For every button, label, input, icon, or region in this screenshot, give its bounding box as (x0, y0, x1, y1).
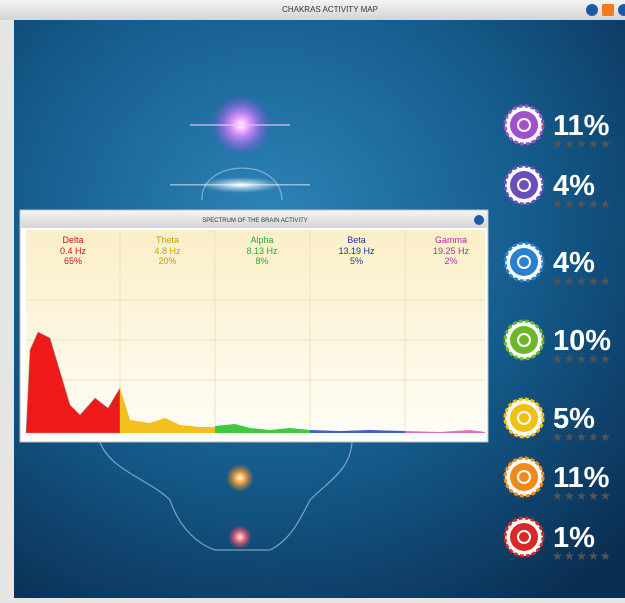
panel-title-bar (21, 211, 487, 228)
rating-star: ★ (576, 274, 587, 288)
band-percent: 2% (444, 256, 457, 266)
band-name: Beta (347, 235, 366, 245)
rating-star: ★ (588, 489, 599, 503)
beta-area (310, 430, 405, 433)
band-frequency: 4.8 Hz (154, 246, 181, 256)
rating-star: ★ (576, 549, 587, 563)
chakra-icon-center (517, 530, 531, 544)
rating-star: ★ (600, 549, 611, 563)
rating-star: ★ (564, 489, 575, 503)
band-frequency: 8.13 Hz (246, 246, 278, 256)
chakra-icon[interactable] (510, 248, 538, 276)
chakra-icon[interactable] (510, 463, 538, 491)
chakra-percent: 11% (553, 462, 610, 494)
rating-star: ★ (600, 137, 611, 151)
band-percent: 5% (350, 256, 363, 266)
glow (226, 464, 254, 492)
band-name: Alpha (250, 235, 273, 245)
chakra-icon[interactable] (510, 111, 538, 139)
rating-star: ★ (564, 274, 575, 288)
window-title: CHAKRAS ACTIVITY MAP (282, 5, 378, 14)
panel-info-button[interactable] (474, 215, 484, 225)
info-button[interactable] (618, 4, 625, 16)
band-percent: 20% (158, 256, 176, 266)
panel-title: SPECTRUM OF THE BRAIN ACTIVITY (202, 218, 308, 224)
rating-star: ★ (564, 197, 575, 211)
rating-star: ★ (552, 489, 563, 503)
rating-star: ★ (576, 197, 587, 211)
chakra-icon-center (517, 118, 531, 132)
rating-star: ★ (588, 352, 599, 366)
spectrum-panel: SPECTRUM OF THE BRAIN ACTIVITY Delta0.4 … (19, 209, 489, 443)
rating-star: ★ (600, 430, 611, 444)
export-button[interactable] (602, 4, 614, 16)
glow-flare (190, 124, 290, 126)
chakra-percent: 4% (553, 170, 595, 202)
rating-star: ★ (588, 137, 599, 151)
chakra-icon-center (517, 178, 531, 192)
rating-star: ★ (588, 274, 599, 288)
chakra-icon-center (517, 333, 531, 347)
band-percent: 65% (64, 256, 82, 266)
band-frequency: 19.25 Hz (433, 246, 470, 256)
rating-star: ★ (576, 352, 587, 366)
chakra-icon-center (517, 411, 531, 425)
chakra-icon[interactable] (510, 523, 538, 551)
rating-star: ★ (588, 430, 599, 444)
rating-star: ★ (588, 197, 599, 211)
title-bar (0, 0, 625, 20)
rating-star: ★ (576, 430, 587, 444)
plot-area (26, 230, 485, 435)
band-frequency: 0.4 Hz (60, 246, 87, 256)
rating-star: ★ (564, 352, 575, 366)
rating-star: ★ (600, 352, 611, 366)
chakra-icon-center (517, 255, 531, 269)
theta-area (120, 388, 215, 433)
chakra-percent: 5% (553, 403, 595, 435)
chakra-percent: 1% (553, 522, 595, 554)
gamma-area (405, 430, 485, 433)
rating-star: ★ (552, 274, 563, 288)
chakra-icon[interactable] (510, 404, 538, 432)
rating-star: ★ (600, 197, 611, 211)
rating-star: ★ (552, 352, 563, 366)
band-name: Gamma (435, 235, 467, 245)
rating-star: ★ (552, 197, 563, 211)
rating-star: ★ (552, 549, 563, 563)
glow-flare (170, 184, 310, 186)
chakra-icon-center (517, 470, 531, 484)
chakra-icon[interactable] (510, 171, 538, 199)
rating-star: ★ (552, 137, 563, 151)
nav-button[interactable] (586, 4, 598, 16)
band-percent: 8% (255, 256, 268, 266)
alpha-area (215, 424, 310, 433)
rating-star: ★ (576, 489, 587, 503)
rating-star: ★ (564, 549, 575, 563)
glow (228, 525, 252, 549)
rating-star: ★ (552, 430, 563, 444)
chakra-percent: 10% (553, 325, 611, 357)
rating-star: ★ (564, 137, 575, 151)
chakra-percent: 11% (553, 110, 610, 142)
rating-star: ★ (564, 430, 575, 444)
chakra-percent: 4% (553, 247, 595, 279)
band-name: Delta (62, 235, 83, 245)
band-name: Theta (156, 235, 179, 245)
band-frequency: 13.19 Hz (338, 246, 375, 256)
rating-star: ★ (600, 274, 611, 288)
rating-star: ★ (600, 489, 611, 503)
rating-star: ★ (588, 549, 599, 563)
chakra-icon[interactable] (510, 326, 538, 354)
chakra-list: 11%★ ★ ★ ★ ★4%★ ★ ★ ★ ★4%★ ★ ★ ★ ★10%★ ★ ★ ★ ★5%★ ★ ★ ★ ★11%… (503, 104, 611, 563)
rating-star: ★ (576, 137, 587, 151)
